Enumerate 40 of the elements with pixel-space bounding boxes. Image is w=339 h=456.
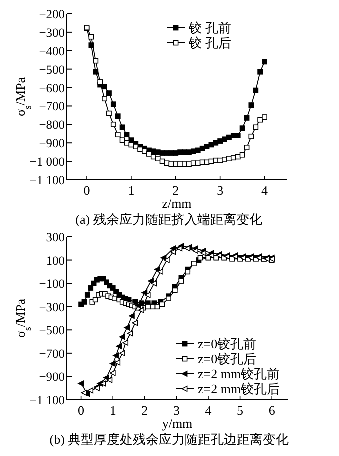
y-tick-label: −700 (39, 100, 65, 114)
y-tick-label: −500 (39, 62, 65, 77)
x-axis-title: z/mm (162, 196, 192, 211)
x-tick-label: 4 (205, 403, 212, 418)
legend-label: 铰 孔后 (188, 36, 232, 50)
x-tick-label: 3 (173, 403, 180, 418)
y-tick-label: −200 (39, 8, 65, 22)
x-tick-label: 6 (268, 403, 276, 418)
y-tick-label: 100 (46, 254, 65, 268)
x-tick-label: 1 (128, 183, 135, 198)
x-tick-label: 2 (172, 183, 180, 198)
legend-label: 铰 孔前 (188, 20, 232, 36)
y-tick-label: −100 (39, 277, 65, 292)
x-tick-label: 0 (84, 183, 90, 198)
y-tick-label: −600 (39, 81, 65, 96)
legend-label: z=2 mm铰孔后 (198, 382, 280, 396)
x-tick-label: 2 (142, 403, 148, 418)
x-tick-label: 3 (217, 183, 224, 198)
y-tick-label: −1 000 (30, 155, 65, 170)
x-tick-label: 4 (262, 183, 269, 198)
y-tick-label: −500 (39, 324, 65, 338)
text: (a) 残余应力随距挤入端距离变化 (76, 212, 262, 227)
text: (b) 典型厚度处残余应力随距孔边距离变化 (50, 432, 290, 447)
x-tick-label: 1 (110, 403, 116, 418)
y-tick-label: −1 100 (30, 174, 65, 188)
x-axis-title: y/mm (162, 416, 193, 431)
legend-label: z=0铰孔后 (198, 352, 257, 366)
y-tick-label: 300 (46, 230, 65, 244)
y-tick-label: −300 (39, 26, 65, 40)
legend-label: z=2 mm铰孔前 (198, 366, 280, 382)
y-tick-label: −400 (39, 44, 65, 58)
y-tick-label: −900 (39, 370, 65, 384)
y-tick-label: −300 (39, 300, 65, 314)
x-tick-label: 0 (78, 403, 85, 418)
legend-label: z=0铰孔前 (198, 336, 257, 352)
y-tick-label: −700 (39, 346, 65, 361)
y-tick-label: −800 (39, 118, 65, 132)
y-tick-label: −1 100 (30, 394, 65, 408)
x-tick-label: 5 (237, 403, 244, 418)
y-tick-label: −900 (39, 136, 65, 151)
